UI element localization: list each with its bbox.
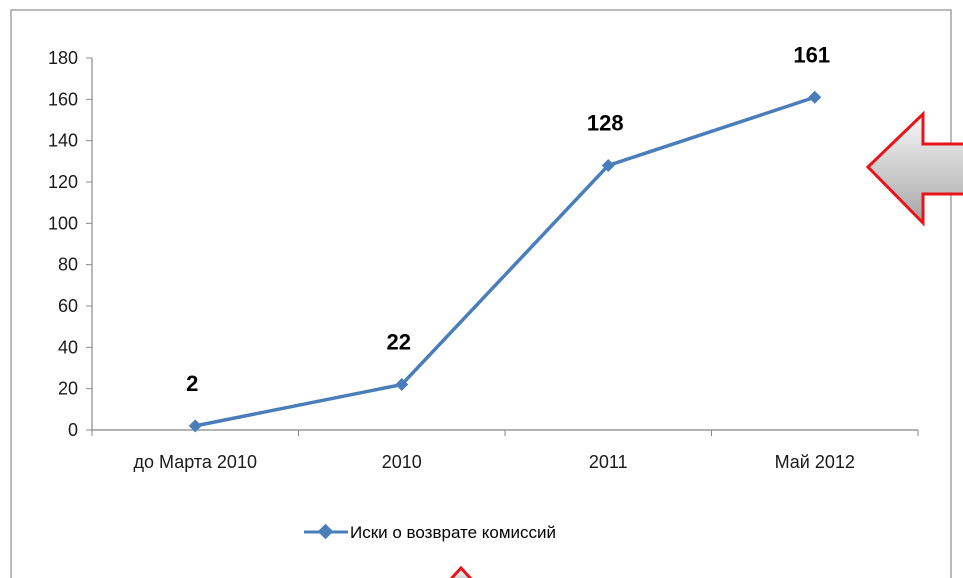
data-point-marker <box>395 378 409 392</box>
y-tick-label: 100 <box>48 213 78 233</box>
data-label: 22 <box>387 330 411 355</box>
x-tick-label: 2011 <box>589 452 628 472</box>
y-tick-label: 180 <box>48 48 78 68</box>
y-tick-label: 60 <box>58 296 78 316</box>
y-tick-label: 80 <box>58 255 78 275</box>
left-arrow-icon <box>865 110 963 227</box>
legend-label: Иски о возврате комиссий <box>350 523 556 542</box>
series-group <box>188 90 822 433</box>
y-tick-label: 40 <box>58 337 78 357</box>
data-point-marker <box>808 90 822 104</box>
data-label: 161 <box>793 42 830 67</box>
y-axis-ticks: 0 20 40 60 80 100 120 140 160 180 <box>48 48 92 440</box>
y-tick-label: 0 <box>68 420 78 440</box>
y-tick-label: 120 <box>48 172 78 192</box>
chart-frame <box>10 9 952 578</box>
series-line <box>194 95 816 428</box>
data-point-marker <box>601 158 615 172</box>
x-tick-label: до Марта 2010 <box>134 452 257 472</box>
x-axis-ticks: до Марта 2010 2010 2011 Май 2012 <box>91 430 919 472</box>
data-label: 128 <box>587 110 624 135</box>
y-tick-label: 20 <box>58 379 78 399</box>
x-tick-label: Май 2012 <box>775 452 855 472</box>
x-tick-label: 2010 <box>382 452 422 472</box>
data-label: 2 <box>186 371 198 396</box>
y-tick-label: 160 <box>48 89 78 109</box>
data-point-marker <box>188 419 202 433</box>
up-arrow-icon <box>449 565 473 578</box>
y-tick-label: 140 <box>48 131 78 151</box>
